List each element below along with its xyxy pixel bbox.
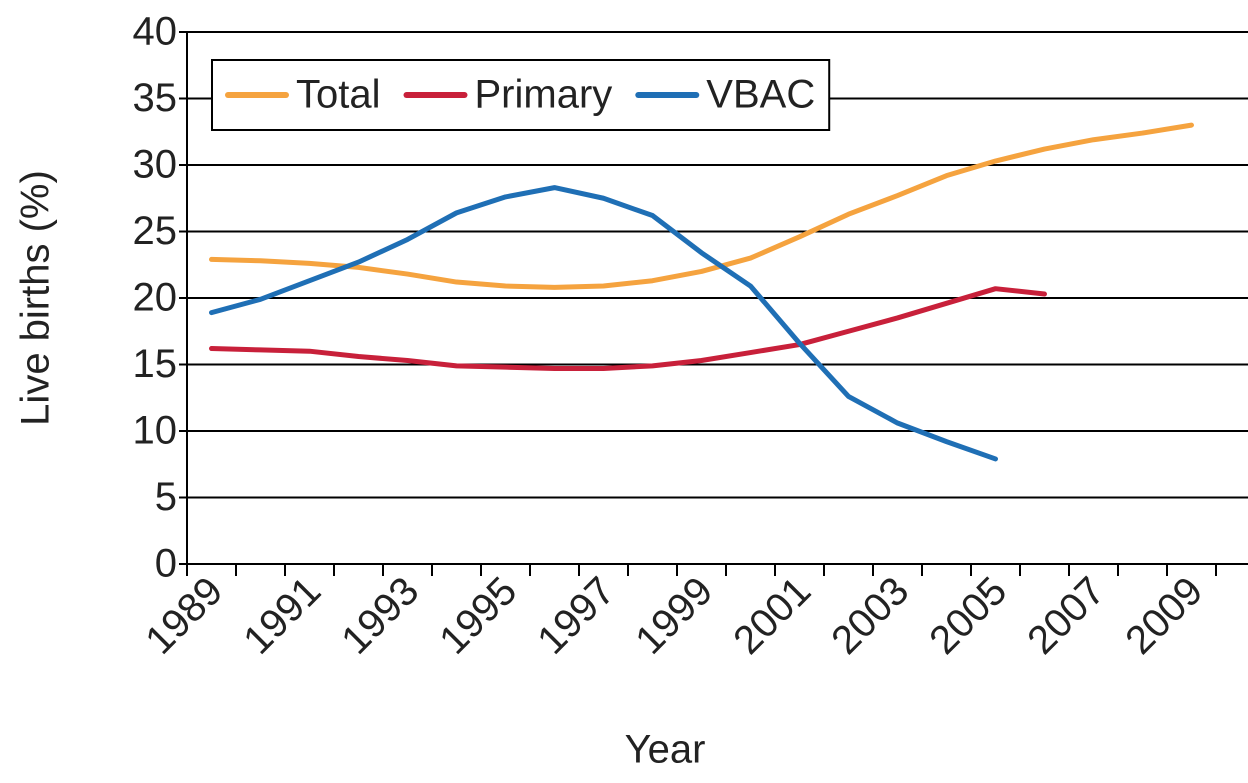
- x-tick-label: 2009: [1117, 569, 1211, 663]
- legend-label: Total: [296, 73, 381, 117]
- x-tick-label: 1997: [529, 569, 623, 663]
- x-tick-label: 1991: [235, 569, 329, 663]
- x-tick-label: 2001: [725, 569, 819, 663]
- legend-label: Primary: [475, 73, 613, 117]
- legend-label: VBAC: [706, 73, 815, 117]
- x-tick-label: 1999: [627, 569, 721, 663]
- line-series: [209, 185, 998, 462]
- y-tick-label: 10: [133, 409, 178, 453]
- x-axis-label: Year: [625, 728, 706, 772]
- y-tick-label: 0: [155, 542, 177, 586]
- y-tick-label: 30: [133, 143, 178, 187]
- y-tick-label: 5: [155, 475, 177, 519]
- y-tick-label: 15: [133, 342, 178, 386]
- x-tick-label: 1989: [137, 569, 231, 663]
- y-tick-label: 25: [133, 209, 178, 253]
- legend-box: [211, 59, 831, 131]
- y-axis-label: Live births (%): [14, 170, 58, 426]
- x-tick-label: 1993: [333, 569, 427, 663]
- line-series: [209, 122, 1194, 290]
- line-series: [209, 286, 1047, 371]
- y-tick-label: 40: [133, 10, 178, 54]
- x-tick-label: 2007: [1019, 569, 1113, 663]
- x-tick-label: 2005: [921, 569, 1015, 663]
- x-tick-label: 2003: [823, 569, 917, 663]
- legend: Total Primary VBAC: [211, 59, 831, 131]
- y-tick-label: 35: [133, 76, 178, 120]
- y-tick-label: 20: [133, 276, 178, 320]
- x-tick-label: 1995: [431, 569, 525, 663]
